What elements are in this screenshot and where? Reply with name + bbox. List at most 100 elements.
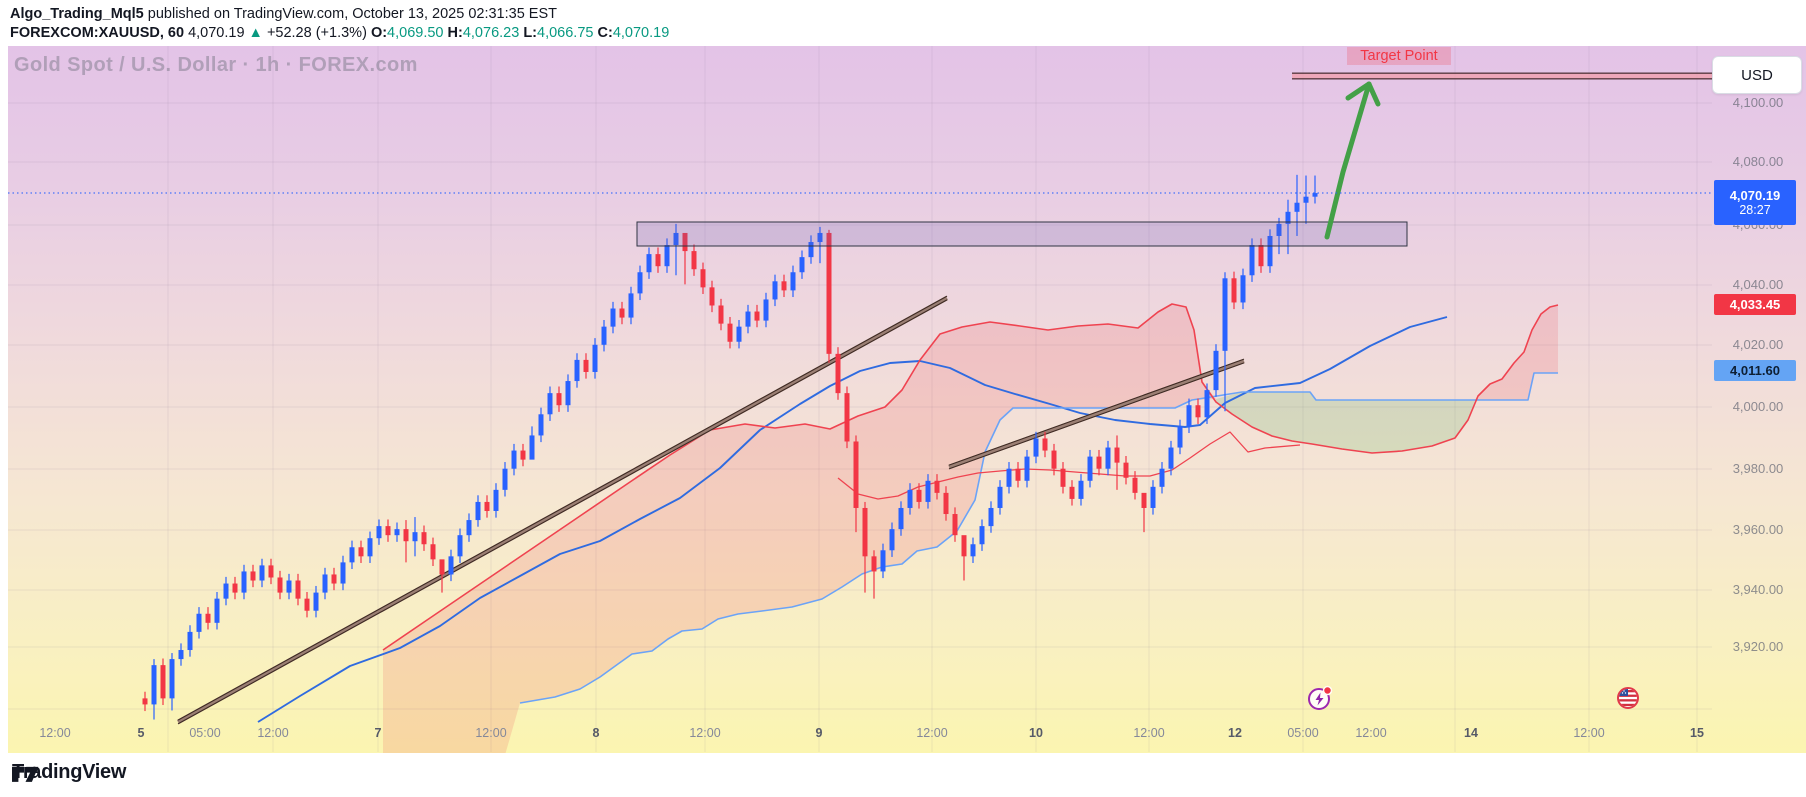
- candle-body: [862, 507, 868, 557]
- candle-body: [1249, 245, 1255, 276]
- candle-body: [1150, 486, 1156, 508]
- candle-body: [367, 538, 373, 557]
- candle-body: [934, 480, 940, 493]
- symbol-name[interactable]: FOREXCOM:XAUUSD, 60: [10, 25, 185, 41]
- lightning-event-icon[interactable]: [1305, 683, 1335, 713]
- candle-body: [1213, 350, 1219, 391]
- candle-body: [232, 583, 238, 593]
- candle-body: [880, 550, 886, 572]
- candle-body: [412, 532, 418, 542]
- time-axis-label: 9: [815, 726, 823, 740]
- candle-body: [520, 450, 526, 460]
- candle-body: [178, 650, 184, 660]
- price-axis-label: 4,040.00: [1732, 277, 1784, 292]
- candle-body: [286, 580, 292, 593]
- candle-body: [1015, 468, 1021, 481]
- candle-body: [277, 577, 283, 593]
- candle-body: [592, 344, 598, 372]
- candle-body: [1087, 456, 1093, 481]
- candle-body: [781, 281, 787, 291]
- trendline[interactable]: [176, 295, 949, 725]
- candle-body: [1312, 193, 1318, 197]
- candle-body: [340, 562, 346, 584]
- candle-body: [529, 435, 535, 460]
- candle-body: [538, 414, 544, 436]
- target-zone[interactable]: [1292, 73, 1713, 79]
- tradingview-logo[interactable]: TradingView: [12, 761, 126, 784]
- candle-body: [871, 556, 877, 572]
- price-axis-label: 4,100.00: [1732, 95, 1784, 110]
- candle-body: [583, 359, 589, 372]
- time-axis-label: 5: [137, 726, 145, 740]
- arrow-drawing[interactable]: [1324, 81, 1372, 240]
- currency-button[interactable]: USD: [1712, 56, 1802, 94]
- low-label: L:: [523, 25, 538, 41]
- candle-body: [961, 535, 967, 557]
- candle-body: [268, 565, 274, 578]
- low-value: 4,066.75: [537, 25, 594, 41]
- candle-body: [1024, 456, 1030, 481]
- candle-body: [682, 232, 688, 252]
- candle-body: [1222, 278, 1228, 351]
- candle-body: [727, 323, 733, 342]
- candle-body: [844, 393, 850, 442]
- candle-body: [1069, 486, 1075, 499]
- candle-body: [1276, 223, 1282, 236]
- candle-body: [439, 559, 445, 575]
- candle-body: [637, 272, 643, 294]
- high-value: 4,076.23: [462, 25, 520, 41]
- time-axis-label: 15: [1690, 726, 1704, 740]
- time-axis-label: 7: [374, 726, 382, 740]
- trendline-edge: [177, 295, 948, 721]
- resistance-box[interactable]: [636, 221, 1408, 247]
- candle-body: [466, 520, 472, 536]
- candle-body: [628, 293, 634, 318]
- candle-body: [1132, 477, 1138, 493]
- candle-body: [790, 272, 796, 291]
- candle-body: [403, 529, 409, 542]
- candle-body: [1060, 468, 1066, 487]
- candle-body: [907, 489, 913, 508]
- candle-body: [430, 544, 436, 560]
- candle-body: [925, 480, 931, 502]
- candle-body: [259, 565, 265, 581]
- publish-info: published on TradingView.com, October 13…: [143, 6, 557, 22]
- candle-body: [817, 232, 823, 243]
- price-change: +52.28 (+1.3%): [266, 25, 367, 41]
- candle-body: [250, 571, 256, 581]
- candle-body: [673, 232, 679, 246]
- candle-body: [718, 305, 724, 324]
- trendline[interactable]: [948, 358, 1245, 470]
- candle-body: [1168, 447, 1174, 469]
- candle-body: [241, 571, 247, 593]
- tradingview-logo-icon: [12, 766, 39, 782]
- us-flag-event-icon[interactable]: [1613, 683, 1643, 713]
- time-axis-label: 05:00: [189, 726, 221, 740]
- senkou-a-red-line: [382, 303, 1559, 651]
- time-axis-label: 12:00: [1355, 726, 1387, 740]
- candle-body: [1051, 450, 1057, 469]
- candle-body: [1177, 426, 1183, 448]
- candle-body: [547, 393, 553, 415]
- time-axis-label: 12: [1228, 726, 1242, 740]
- author-name[interactable]: Algo_Trading_Mql5: [10, 6, 144, 22]
- close-label: C:: [597, 25, 613, 41]
- candle-body: [826, 232, 832, 354]
- candle-body: [1267, 235, 1273, 267]
- price-axis-label: 3,940.00: [1732, 582, 1784, 597]
- candle-body: [511, 450, 517, 469]
- trendline-edge: [948, 362, 1245, 470]
- target-point-label[interactable]: Target Point: [1347, 47, 1451, 65]
- candle-body: [295, 580, 301, 599]
- symbol-line: FOREXCOM:XAUUSD, 60 4,070.19 ▲ +52.28 (+…: [10, 25, 669, 41]
- candle-body: [646, 254, 652, 273]
- price-axis-label: 4,000.00: [1732, 399, 1784, 414]
- candle-body: [916, 489, 922, 502]
- up-arrow-icon: ▲: [248, 25, 263, 41]
- candle-body: [160, 665, 166, 699]
- candle-body: [745, 311, 751, 327]
- candle-body: [1078, 480, 1084, 499]
- time-axis-label: 10: [1029, 726, 1043, 740]
